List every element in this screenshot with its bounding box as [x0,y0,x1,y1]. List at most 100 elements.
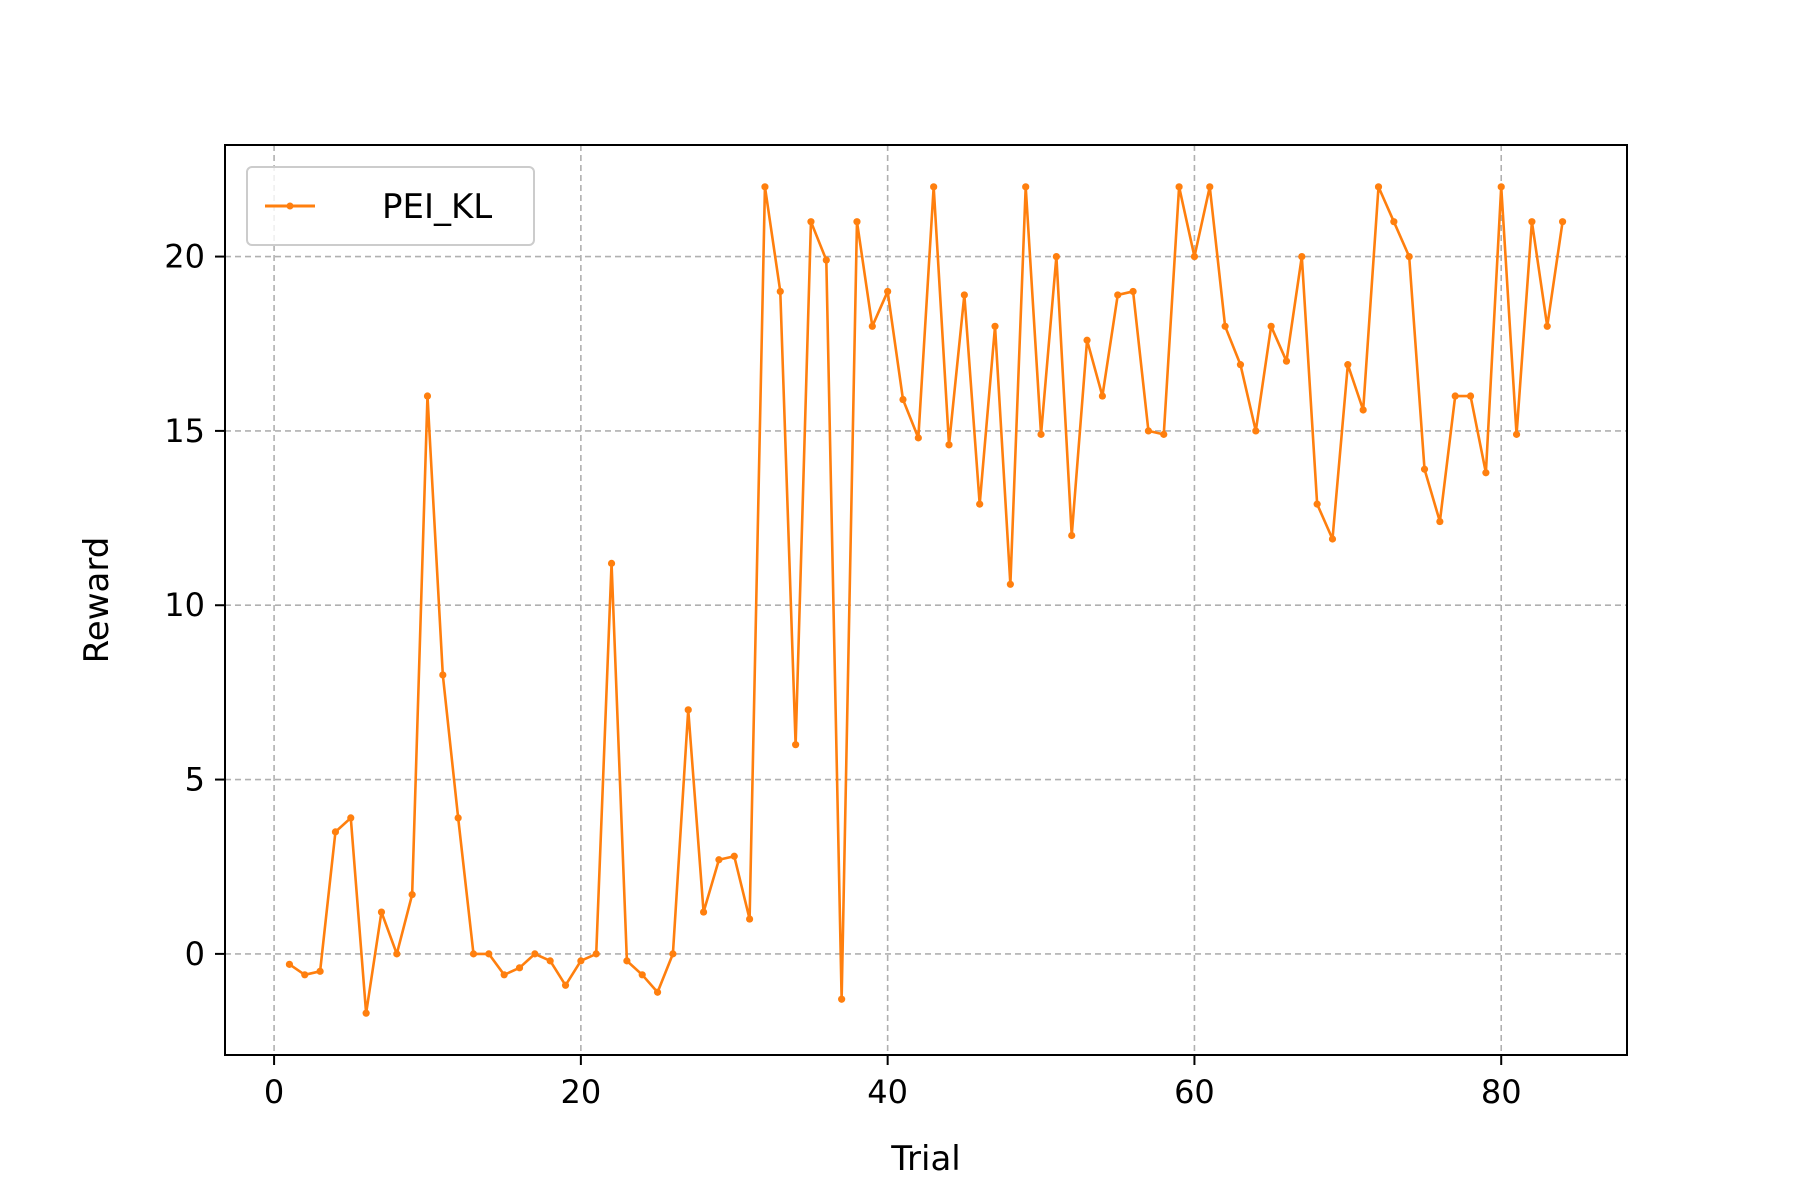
data-point [515,964,524,972]
data-point [1068,531,1076,540]
data-point [730,852,738,860]
data-point [684,706,692,714]
data-point [1175,183,1183,191]
y-tick-label: 10 [164,586,205,624]
data-point [1359,406,1367,414]
data-point [546,957,554,965]
data-point [838,995,846,1003]
series-line [288,185,1564,1015]
data-point [1267,322,1275,330]
data-point [1083,336,1091,344]
data-point [991,322,999,330]
data-point [531,950,539,958]
data-point [638,971,646,979]
x-tick-label: 40 [867,1073,908,1111]
data-point [715,856,723,864]
data-point [1160,430,1168,438]
data-point [1497,183,1505,191]
y-axis-title: Reward [77,537,117,664]
data-point [485,950,493,958]
data-point [561,981,570,989]
data-point [792,741,800,749]
data-point [1129,287,1137,296]
y-tick-label: 20 [164,238,205,276]
data-point [577,957,585,965]
y-tick-label: 5 [185,761,205,799]
legend-label: PEI_KL [382,187,492,227]
x-tick-label: 60 [1174,1073,1215,1111]
data-point [347,814,355,822]
data-point [669,950,677,958]
data-point [1328,535,1337,543]
legend: PEI_KL [246,166,535,246]
data-point [1190,252,1199,261]
data-point [393,950,401,958]
data-point [285,960,294,968]
data-point [1420,465,1429,473]
data-point [1252,427,1260,435]
x-tick-label: 0 [264,1073,284,1111]
data-point [1512,430,1521,438]
data-point [1236,361,1245,369]
data-point [607,559,616,567]
data-point [623,957,631,965]
data-point [1282,357,1291,365]
data-point [884,287,892,296]
data-point [316,967,324,975]
data-point [377,908,386,916]
data-point [822,256,830,264]
x-tick-label: 20 [561,1073,602,1111]
data-point [500,971,508,979]
data-point [1528,218,1536,226]
data-point [1405,252,1413,261]
series-layer [285,183,1567,1017]
x-axis-title: Trial [890,1139,960,1179]
data-point [761,183,769,191]
data-point [930,183,938,191]
data-point [653,988,662,996]
y-tick-label: 15 [164,412,205,450]
data-point [868,322,876,330]
data-point [1221,322,1229,330]
data-point [1482,469,1490,477]
data-point [362,1009,370,1017]
data-point [469,950,478,958]
data-point [1298,252,1306,261]
data-point [745,915,754,923]
data-point [439,671,447,679]
data-point [1114,291,1122,299]
data-point [1037,430,1045,438]
data-point [1206,183,1214,191]
data-point [1451,392,1459,400]
ticks: 0 20 40 60 80 0 5 10 15 20 [164,238,1521,1111]
data-point [899,395,907,404]
data-point [807,218,815,226]
data-point [914,434,922,442]
data-point [960,291,968,299]
data-point [423,392,432,400]
data-point [454,814,462,822]
data-point [1543,322,1551,330]
data-point [699,908,708,916]
data-point [1022,183,1030,191]
data-point [776,287,784,296]
plot-frame [224,144,1628,1056]
data-point [853,218,861,226]
data-point [1006,580,1014,588]
data-point [301,971,309,979]
data-point [1558,218,1567,226]
data-point [331,828,340,836]
data-point [976,500,984,508]
data-point [1466,392,1475,400]
data-point [1098,392,1107,400]
data-point [1390,218,1398,226]
data-point [592,950,600,958]
data-point [1144,427,1153,435]
y-tick-label: 0 [185,935,205,973]
legend-marker-sample [286,202,294,210]
data-point [945,441,953,449]
data-point [1436,517,1444,526]
data-point [408,891,416,899]
x-tick-label: 80 [1481,1073,1522,1111]
